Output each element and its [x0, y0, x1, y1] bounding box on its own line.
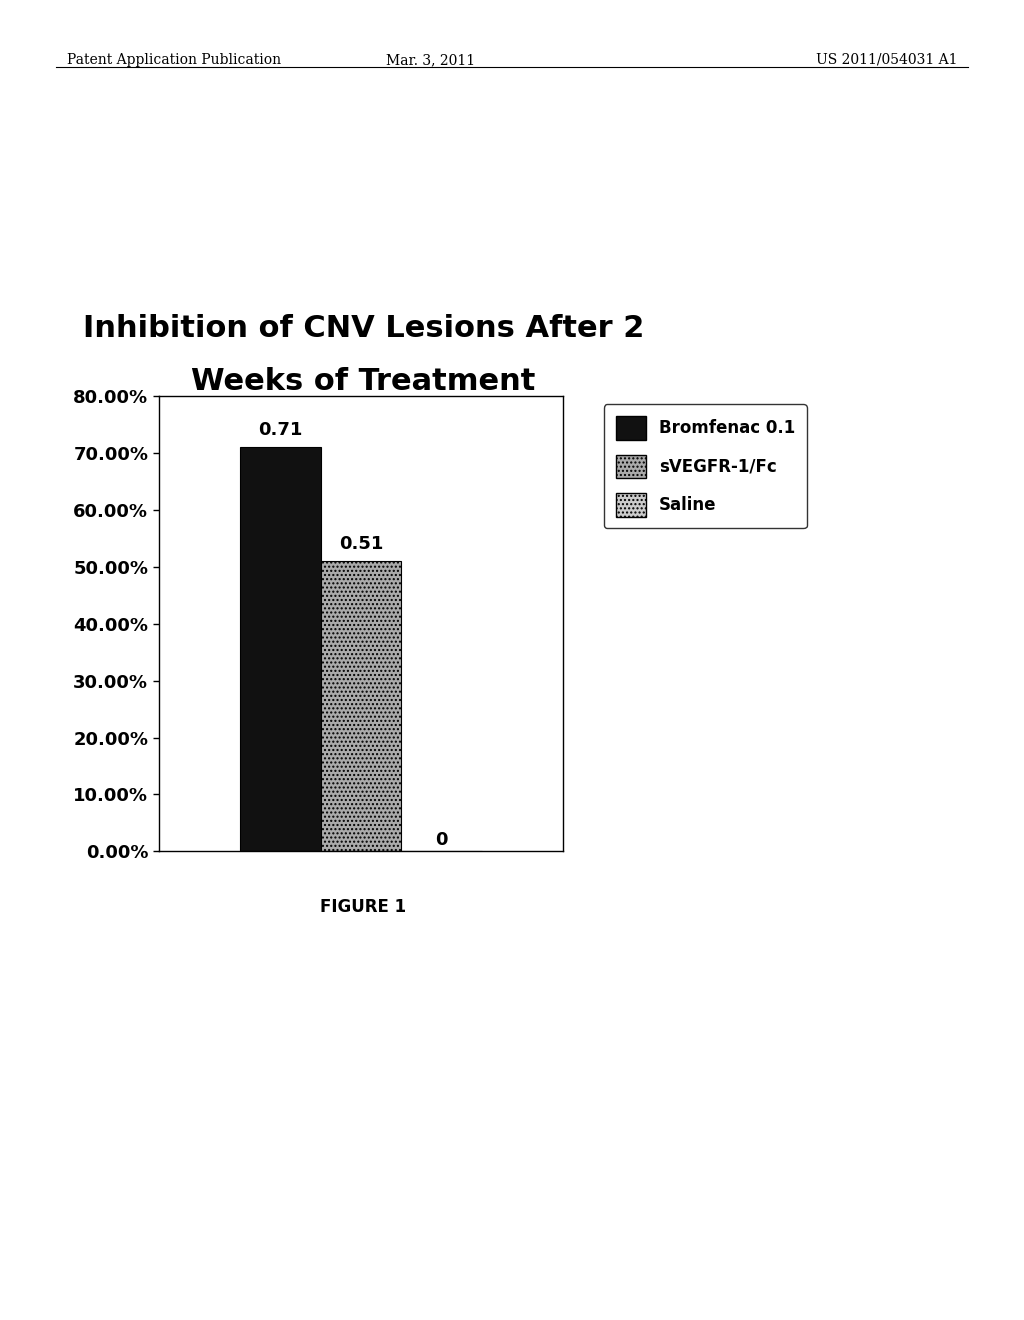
Text: Weeks of Treatment: Weeks of Treatment — [191, 367, 536, 396]
Text: 0: 0 — [435, 830, 449, 849]
Text: 0.51: 0.51 — [339, 535, 383, 553]
Text: Patent Application Publication: Patent Application Publication — [67, 53, 281, 67]
Bar — [240, 447, 321, 851]
Text: Inhibition of CNV Lesions After 2: Inhibition of CNV Lesions After 2 — [83, 314, 644, 343]
Bar — [321, 561, 401, 851]
Text: 0.71: 0.71 — [258, 421, 302, 438]
Text: Mar. 3, 2011: Mar. 3, 2011 — [385, 53, 475, 67]
Text: FIGURE 1: FIGURE 1 — [321, 898, 407, 916]
Text: US 2011/054031 A1: US 2011/054031 A1 — [816, 53, 957, 67]
Legend: Bromfenac 0.1, sVEGFR-1/Fc, Saline: Bromfenac 0.1, sVEGFR-1/Fc, Saline — [604, 404, 807, 528]
